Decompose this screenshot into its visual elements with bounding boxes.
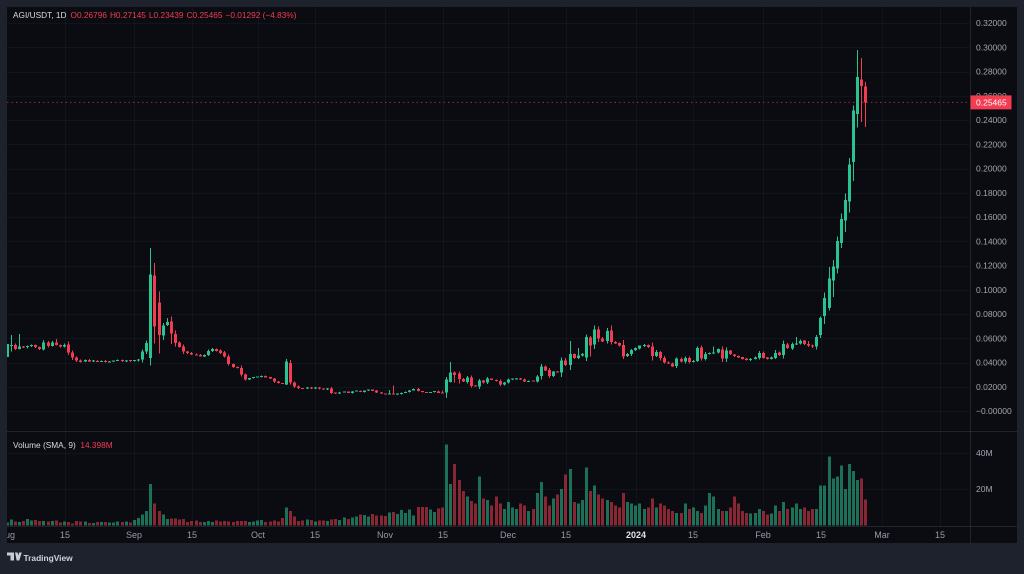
svg-text:15: 15	[187, 530, 197, 540]
svg-text:Sep: Sep	[126, 530, 142, 540]
svg-text:0.10000: 0.10000	[976, 285, 1007, 295]
svg-text:0.04000: 0.04000	[976, 358, 1007, 368]
svg-text:Nov: Nov	[377, 530, 394, 540]
svg-text:−0.00000: −0.00000	[976, 406, 1012, 416]
svg-text:Aug: Aug	[0, 530, 15, 540]
svg-text:0.22000: 0.22000	[976, 140, 1007, 150]
svg-text:Volume (SMA, 9) 14.398M: Volume (SMA, 9) 14.398M	[13, 440, 113, 450]
svg-text:0.06000: 0.06000	[976, 333, 1007, 343]
svg-text:Dec: Dec	[500, 530, 517, 540]
svg-text:15: 15	[688, 530, 698, 540]
svg-text:Feb: Feb	[755, 530, 771, 540]
svg-text:15: 15	[935, 530, 945, 540]
svg-text:15: 15	[438, 530, 448, 540]
svg-text:15: 15	[561, 530, 571, 540]
svg-text:0.02000: 0.02000	[976, 382, 1007, 392]
svg-text:40M: 40M	[976, 448, 993, 458]
svg-text:15: 15	[60, 530, 70, 540]
svg-text:0.08000: 0.08000	[976, 309, 1007, 319]
svg-text:15: 15	[816, 530, 826, 540]
svg-text:0.25465: 0.25465	[976, 97, 1007, 107]
svg-text:0.20000: 0.20000	[976, 164, 1007, 174]
svg-text:0.14000: 0.14000	[976, 236, 1007, 246]
svg-text:15: 15	[310, 530, 320, 540]
svg-text:0.12000: 0.12000	[976, 261, 1007, 271]
svg-text:0.18000: 0.18000	[976, 188, 1007, 198]
svg-text:0.16000: 0.16000	[976, 212, 1007, 222]
svg-text:TradingView: TradingView	[24, 553, 74, 563]
svg-text:Oct: Oct	[251, 530, 266, 540]
svg-text:2024: 2024	[626, 530, 646, 540]
svg-text:0.30000: 0.30000	[976, 43, 1007, 53]
svg-text:0.32000: 0.32000	[976, 18, 1007, 28]
svg-text:0.24000: 0.24000	[976, 115, 1007, 125]
svg-text:20M: 20M	[976, 484, 993, 494]
svg-text:Mar: Mar	[874, 530, 890, 540]
svg-text:0.28000: 0.28000	[976, 67, 1007, 77]
